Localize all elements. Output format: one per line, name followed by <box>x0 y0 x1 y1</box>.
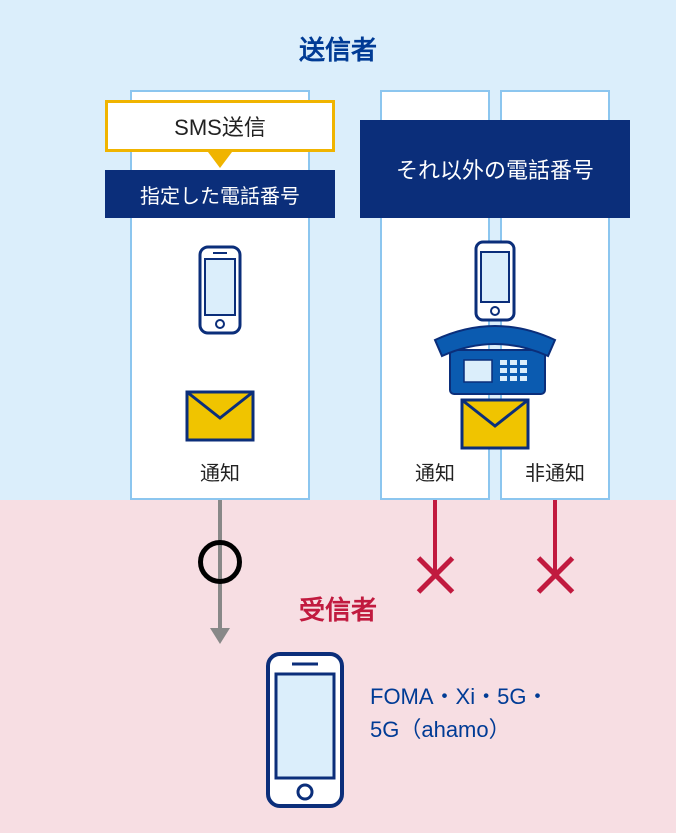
block-x-icon <box>535 555 575 595</box>
allow-circle-icon <box>198 540 242 584</box>
notify-label-left: 通知 <box>132 457 308 486</box>
sms-send-label: SMS送信 <box>174 110 266 142</box>
notify-label-right-a: 通知 <box>382 457 488 486</box>
deskphone-icon <box>420 320 570 405</box>
diagram-canvas: 送信者 通知 通知 非通知 SMS送信 指定した電話番号 それ以外の電話番号 <box>0 0 676 833</box>
sender-title: 送信者 <box>0 30 676 67</box>
block-x-icon <box>415 555 455 595</box>
receiver-title: 受信者 <box>0 590 676 627</box>
designated-number-label: 指定した電話番号 <box>140 180 300 209</box>
other-number-box: それ以外の電話番号 <box>360 120 630 218</box>
receiver-smartphone-icon <box>260 650 350 815</box>
allow-arrow-head-icon <box>210 628 230 644</box>
other-number-label: それ以外の電話番号 <box>396 153 594 185</box>
sms-triangle-icon <box>208 152 232 168</box>
smartphone-icon <box>472 240 518 327</box>
smartphone-icon <box>195 245 245 340</box>
envelope-icon <box>185 390 255 447</box>
notify-label-right-b: 非通知 <box>502 457 608 486</box>
envelope-icon <box>460 398 530 455</box>
sms-send-box: SMS送信 <box>105 100 335 152</box>
receiver-device-label: FOMA・Xi・5G・ 5G（ahamo） <box>370 680 548 746</box>
designated-number-box: 指定した電話番号 <box>105 170 335 218</box>
